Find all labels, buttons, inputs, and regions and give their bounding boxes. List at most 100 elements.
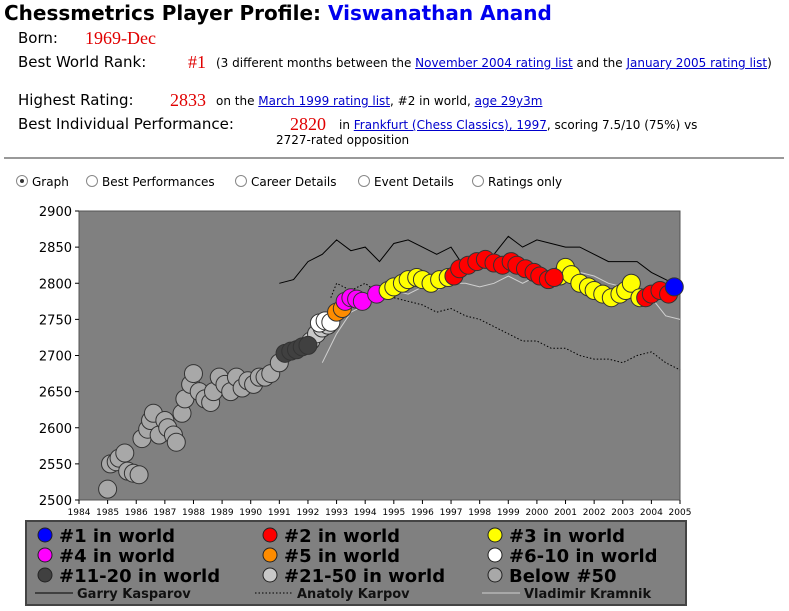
legend-label: #6-10 in world (509, 546, 658, 567)
link[interactable]: age 29y3m (474, 94, 543, 108)
text: (3 different months between the (216, 56, 416, 70)
legend-label: Anatoly Karpov (297, 587, 410, 602)
rating-point (664, 277, 684, 297)
legend-marker (262, 547, 278, 563)
born-label: Born: (18, 29, 58, 47)
x-tick-label: 1994 (354, 508, 377, 518)
link[interactable]: January 2005 rating list (626, 56, 768, 70)
rating-point (129, 465, 149, 485)
rating-point (544, 267, 564, 287)
legend-marker (37, 547, 53, 563)
legend-marker (487, 547, 503, 563)
rating-point (98, 479, 118, 499)
x-tick-label: 1995 (382, 508, 405, 518)
text: in (339, 118, 354, 132)
legend-marker (487, 527, 503, 543)
view-tab[interactable]: Graph (16, 175, 69, 189)
legend-marker (262, 527, 278, 543)
legend-label: #21-50 in world (284, 566, 445, 587)
x-tick-label: 2002 (583, 508, 606, 518)
x-tick-label: 2005 (669, 508, 692, 518)
y-tick-label: 2500 (39, 494, 72, 509)
view-tab[interactable]: Career Details (235, 175, 337, 189)
perf-label: Best Individual Performance: (18, 115, 234, 133)
tab-label[interactable]: Graph (32, 175, 69, 189)
y-tick-label: 2600 (39, 422, 72, 437)
perf-detail: in Frankfurt (Chess Classics), 1997, sco… (276, 118, 736, 148)
tab-label[interactable]: Ratings only (488, 175, 563, 189)
x-tick-label: 1988 (182, 508, 205, 518)
player-name: Viswanathan Anand (328, 1, 552, 25)
title: Chessmetrics Player Profile: (4, 1, 322, 25)
radio-button[interactable] (358, 175, 370, 187)
y-tick-label: 2650 (39, 386, 72, 401)
x-tick-label: 1990 (239, 508, 262, 518)
legend-box (25, 520, 687, 606)
tab-label[interactable]: Best Performances (102, 175, 215, 189)
divider (4, 157, 784, 159)
x-tick-label: 1998 (468, 508, 491, 518)
legend-marker (37, 567, 53, 583)
x-tick-label: 1997 (440, 508, 463, 518)
rating-point (298, 335, 318, 355)
x-tick-label: 2003 (611, 508, 634, 518)
view-tab[interactable]: Event Details (358, 175, 454, 189)
rating-point (183, 364, 203, 384)
rating-point (621, 273, 641, 293)
text: , #2 in world, (390, 94, 475, 108)
legend-marker (487, 567, 503, 583)
rating-chart: 2500 2550 2600 2650 2700 2750 2800 2850 2900 1984… (25, 205, 692, 606)
plot-area (78, 210, 681, 501)
x-tick-label: 1989 (211, 508, 234, 518)
x-tick-label: 1996 (411, 508, 434, 518)
x-tick-label: 1992 (296, 508, 319, 518)
link[interactable]: March 1999 rating list (258, 94, 391, 108)
radio-button[interactable] (235, 175, 247, 187)
rating-value: 2833 (170, 90, 206, 110)
perf-value: 2820 (290, 114, 326, 134)
link[interactable]: November 2004 rating list (415, 56, 573, 70)
radio-button[interactable] (86, 175, 98, 187)
radio-button[interactable] (16, 175, 28, 187)
x-tick-label: 1987 (153, 508, 176, 518)
y-tick-label: 2550 (39, 458, 72, 473)
x-tick-label: 1986 (125, 508, 148, 518)
rating-point (115, 443, 135, 463)
tab-label[interactable]: Event Details (374, 175, 454, 189)
rating-point (166, 432, 186, 452)
x-tick-label: 1991 (268, 508, 291, 518)
legend-label: Below #50 (509, 566, 617, 587)
rank-label: Best World Rank: (18, 53, 147, 71)
x-tick-label: 1985 (96, 508, 119, 518)
legend-label: #1 in world (59, 526, 175, 547)
legend-label: Vladimir Kramnik (524, 587, 652, 602)
x-tick-label: 2001 (554, 508, 577, 518)
x-tick-label: 2004 (640, 508, 663, 518)
legend-label: #2 in world (284, 526, 400, 547)
link[interactable]: Frankfurt (Chess Classics), 1997 (353, 118, 547, 132)
y-tick-label: 2900 (39, 205, 72, 220)
page-title: Chessmetrics Player Profile: Viswanathan… (4, 1, 552, 25)
x-tick-label: 1993 (325, 508, 348, 518)
rank-value: #1 (188, 52, 206, 72)
text: ) (767, 56, 772, 70)
x-tick-label: 2000 (525, 508, 548, 518)
y-tick-label: 2850 (39, 241, 72, 256)
legend-label: #11-20 in world (59, 566, 220, 587)
rank-detail: (3 different months between the November… (216, 56, 781, 71)
legend-label: #3 in world (509, 526, 625, 547)
y-tick-label: 2750 (39, 313, 72, 328)
view-tab[interactable]: Best Performances (86, 175, 215, 189)
born-value: 1969-Dec (85, 28, 156, 48)
text: , scoring 7.5/10 (75%) vs 2727-rated opp… (276, 118, 698, 147)
legend-label: #5 in world (284, 546, 400, 567)
legend-marker (262, 567, 278, 583)
rating-label: Highest Rating: (18, 91, 134, 109)
view-tab[interactable]: Ratings only (472, 175, 562, 189)
rating-detail: on the March 1999 rating list, #2 in wor… (216, 94, 542, 108)
x-tick-label: 1984 (68, 508, 91, 518)
radio-button[interactable] (472, 175, 484, 187)
legend-label: #4 in world (59, 546, 175, 567)
tab-label[interactable]: Career Details (251, 175, 337, 189)
